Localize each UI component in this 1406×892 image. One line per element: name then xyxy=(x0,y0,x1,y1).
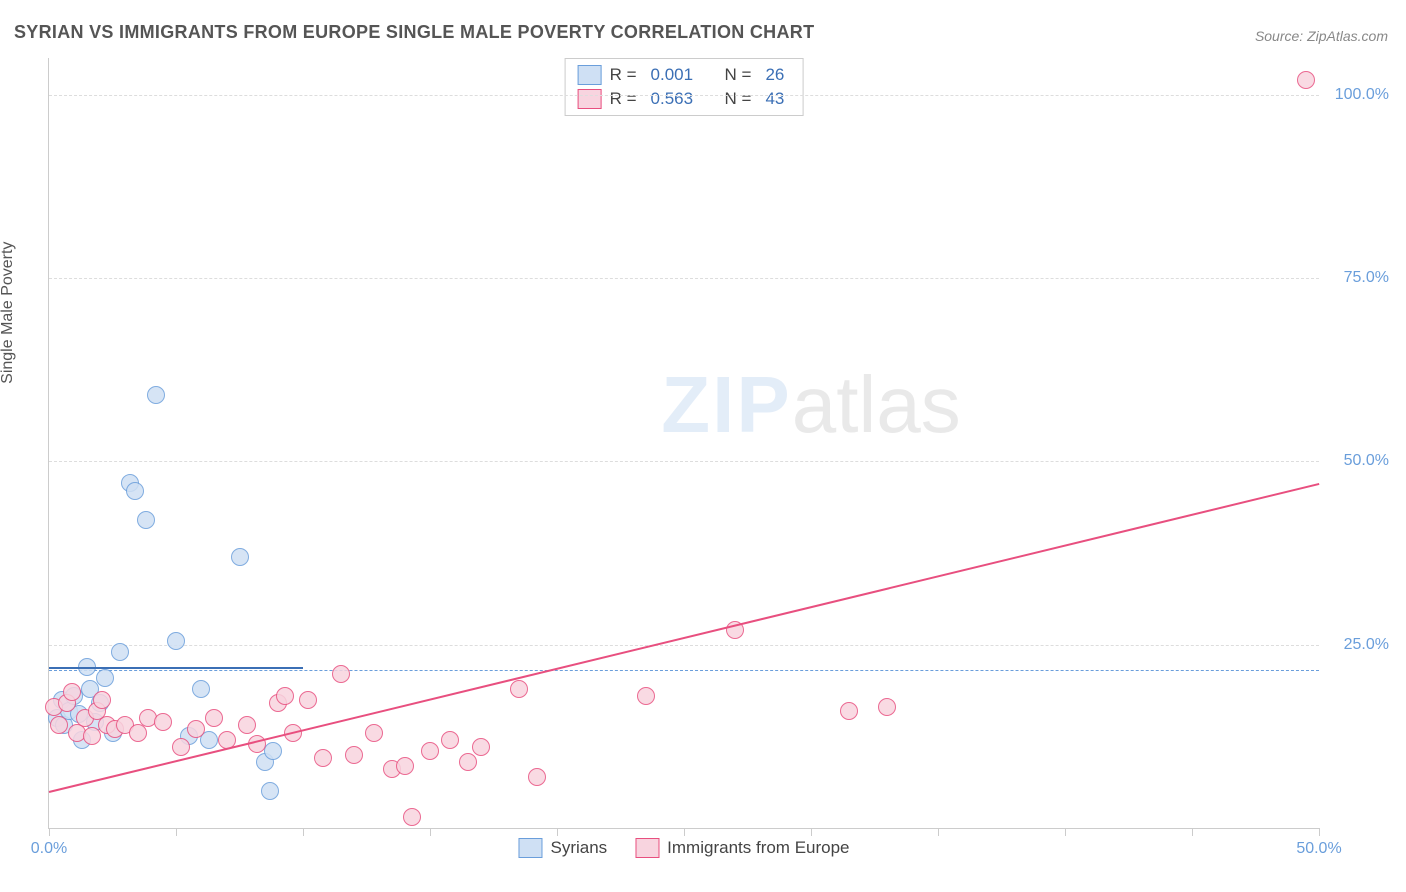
scatter-point xyxy=(238,716,256,734)
scatter-point xyxy=(111,643,129,661)
x-tick-label: 0.0% xyxy=(31,840,67,858)
y-tick-label: 25.0% xyxy=(1344,636,1389,654)
scatter-point xyxy=(396,757,414,775)
n-prefix: N = xyxy=(725,65,752,85)
scatter-point xyxy=(299,691,317,709)
y-axis-label: Single Male Poverty xyxy=(0,242,17,384)
n-value-series1: 26 xyxy=(765,65,784,85)
x-tick xyxy=(1319,828,1320,836)
scatter-point xyxy=(167,632,185,650)
scatter-point xyxy=(840,702,858,720)
scatter-point xyxy=(276,687,294,705)
x-tick xyxy=(1065,828,1066,836)
scatter-point xyxy=(93,691,111,709)
scatter-point xyxy=(878,698,896,716)
source-prefix: Source: xyxy=(1255,28,1307,44)
scatter-point xyxy=(261,782,279,800)
x-tick xyxy=(557,828,558,836)
scatter-point xyxy=(147,386,165,404)
reference-line xyxy=(49,670,1319,671)
source-name: ZipAtlas.com xyxy=(1307,28,1388,44)
scatter-point xyxy=(459,753,477,771)
scatter-point xyxy=(1297,71,1315,89)
scatter-point xyxy=(365,724,383,742)
x-tick xyxy=(176,828,177,836)
scatter-point xyxy=(50,716,68,734)
x-tick-label: 50.0% xyxy=(1296,840,1341,858)
chart-title: SYRIAN VS IMMIGRANTS FROM EUROPE SINGLE … xyxy=(14,22,814,43)
x-tick xyxy=(938,828,939,836)
legend-label-series1: Syrians xyxy=(550,838,607,858)
legend-item: Immigrants from Europe xyxy=(635,838,849,858)
scatter-point xyxy=(421,742,439,760)
legend-swatch-series2 xyxy=(578,89,602,109)
scatter-point xyxy=(510,680,528,698)
x-tick xyxy=(1192,828,1193,836)
scatter-point xyxy=(126,482,144,500)
scatter-point xyxy=(637,687,655,705)
x-tick xyxy=(49,828,50,836)
trend-line xyxy=(49,483,1319,793)
scatter-point xyxy=(172,738,190,756)
legend-series: Syrians Immigrants from Europe xyxy=(518,838,849,858)
y-tick-label: 75.0% xyxy=(1344,269,1389,287)
x-tick xyxy=(303,828,304,836)
gridline xyxy=(49,461,1319,462)
y-tick-label: 100.0% xyxy=(1335,86,1389,104)
watermark-atlas: atlas xyxy=(792,360,961,449)
legend-stats-row: R = 0.563 N = 43 xyxy=(578,87,791,111)
trend-line xyxy=(49,667,303,669)
gridline xyxy=(49,278,1319,279)
r-prefix: R = xyxy=(610,65,637,85)
scatter-point xyxy=(528,768,546,786)
scatter-point xyxy=(472,738,490,756)
legend-stats-row: R = 0.001 N = 26 xyxy=(578,63,791,87)
legend-stats: R = 0.001 N = 26 R = 0.563 N = 43 xyxy=(565,58,804,116)
legend-item: Syrians xyxy=(518,838,607,858)
scatter-point xyxy=(345,746,363,764)
scatter-point xyxy=(154,713,172,731)
scatter-point xyxy=(83,727,101,745)
legend-swatch-series1 xyxy=(578,65,602,85)
gridline xyxy=(49,95,1319,96)
n-value-series2: 43 xyxy=(765,89,784,109)
scatter-point xyxy=(187,720,205,738)
legend-label-series2: Immigrants from Europe xyxy=(667,838,849,858)
watermark-zip: ZIP xyxy=(661,360,791,449)
scatter-point xyxy=(441,731,459,749)
gridline xyxy=(49,645,1319,646)
y-tick-label: 50.0% xyxy=(1344,452,1389,470)
r-value-series2: 0.563 xyxy=(651,89,694,109)
r-value-series1: 0.001 xyxy=(651,65,694,85)
x-tick xyxy=(811,828,812,836)
scatter-point xyxy=(137,511,155,529)
scatter-point xyxy=(314,749,332,767)
scatter-point xyxy=(231,548,249,566)
source-attribution: Source: ZipAtlas.com xyxy=(1255,28,1388,44)
scatter-point xyxy=(332,665,350,683)
n-prefix: N = xyxy=(725,89,752,109)
plot-area: ZIPatlas R = 0.001 N = 26 R = 0.563 N = … xyxy=(48,58,1319,829)
legend-swatch-series1b xyxy=(518,838,542,858)
x-tick xyxy=(684,828,685,836)
scatter-point xyxy=(403,808,421,826)
scatter-point xyxy=(192,680,210,698)
watermark: ZIPatlas xyxy=(661,359,960,451)
x-tick xyxy=(430,828,431,836)
r-prefix: R = xyxy=(610,89,637,109)
scatter-point xyxy=(63,683,81,701)
scatter-point xyxy=(205,709,223,727)
legend-swatch-series2b xyxy=(635,838,659,858)
scatter-point xyxy=(96,669,114,687)
